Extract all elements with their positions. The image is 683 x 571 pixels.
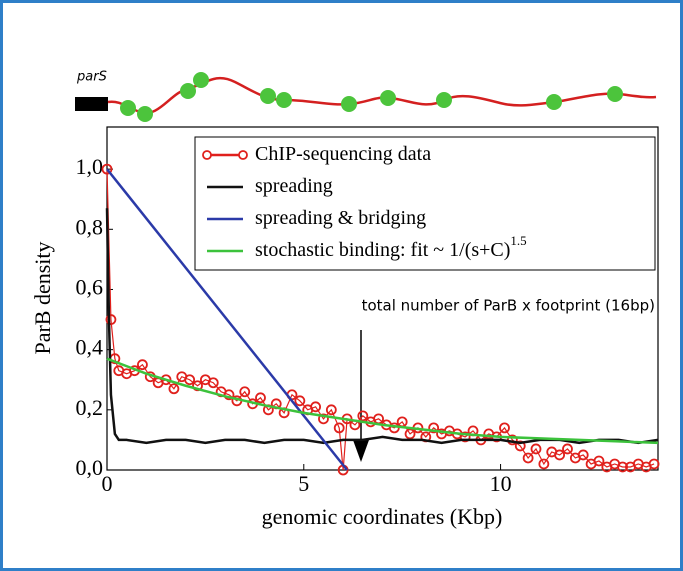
data-point (192, 380, 203, 392)
data-point (255, 392, 266, 404)
legend-box (194, 136, 656, 271)
legend-marker (238, 150, 248, 160)
y-tick-label: 0,8 (76, 214, 104, 239)
data-point (577, 449, 589, 461)
series-line (106, 357, 659, 445)
pars-label: parS (76, 70, 107, 85)
x-axis-label: genomic coordinates (Kbp) (262, 504, 503, 529)
data-point (325, 404, 337, 416)
data-point (160, 374, 172, 386)
annotation: total number of ParB x footprint (16bp) (362, 297, 655, 315)
data-point (310, 401, 321, 413)
data-point (137, 359, 148, 371)
x-tick-label: 0 (102, 471, 113, 496)
legend-text: spreading (255, 175, 333, 197)
series-line (106, 168, 349, 471)
data-point (562, 443, 573, 455)
y-tick-label: 1,0 (76, 154, 104, 179)
y-tick-label: 0,6 (76, 275, 104, 300)
legend-label: stochastic binding: fit ~ 1/(s+C)1.5 (255, 233, 527, 261)
data-point (105, 314, 117, 325)
legend-exponent: 1.5 (510, 233, 526, 248)
data-point (404, 428, 416, 440)
legend-text: stochastic binding: fit ~ 1/(s+C) (255, 239, 510, 261)
data-point (593, 455, 605, 467)
data-point (648, 458, 660, 470)
data-point (239, 386, 251, 398)
y-axis-label: ParB density (30, 241, 55, 354)
data-point (207, 377, 219, 389)
data-point (333, 422, 345, 434)
plot-frame (106, 126, 659, 471)
legend-text: spreading & bridging (255, 207, 426, 229)
data-point (514, 440, 526, 452)
arrow-head (353, 440, 369, 462)
data-point (554, 449, 566, 461)
x-tick-label: 5 (298, 471, 309, 496)
y-tick-label: 0,0 (76, 455, 104, 480)
data-point (617, 461, 628, 473)
data-point (318, 413, 329, 425)
data-point (101, 163, 113, 175)
data-point (357, 410, 369, 422)
x-tick-label: 10 (490, 471, 512, 496)
data-point (522, 452, 534, 464)
data-point (428, 422, 440, 434)
data-point (168, 383, 180, 395)
data-point (459, 431, 471, 443)
pars-box (75, 97, 108, 111)
legend-label: ChIP-sequencing data (255, 143, 431, 165)
y-tick-label: 0,2 (76, 395, 104, 420)
parb-dots (120, 72, 623, 122)
data-point (223, 389, 235, 401)
data-point (499, 422, 510, 434)
data-point (294, 395, 306, 407)
legend-label: spreading (255, 175, 333, 197)
legend-marker (202, 150, 212, 160)
data-point (530, 443, 542, 455)
data-point (184, 374, 196, 386)
legend-text: ChIP-sequencing data (255, 143, 431, 165)
y-tick-label: 0,4 (76, 335, 104, 360)
data-point (538, 458, 550, 470)
legend-label: spreading & bridging (255, 207, 426, 229)
